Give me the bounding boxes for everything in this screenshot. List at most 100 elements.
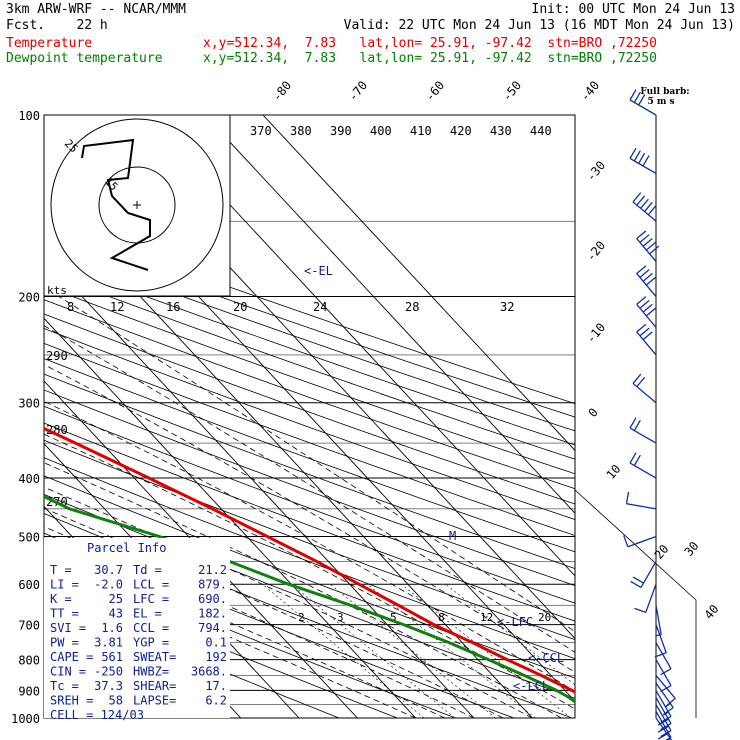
- moist-adiabat-line: [44, 557, 416, 718]
- parcel-value: 182.: [198, 607, 227, 621]
- dry-adiabat-line: [44, 389, 575, 587]
- theta-e-label: 24: [313, 300, 327, 314]
- hodograph-units: kts: [47, 284, 67, 297]
- pressure-tick-label: 600: [18, 578, 40, 592]
- isotherm-label: 10: [604, 462, 624, 482]
- mixing-ratio-label: 20: [538, 611, 551, 624]
- parcel-value: 58: [109, 694, 123, 708]
- model-title: 3km ARW-WRF -- NCAR/MMM: [6, 2, 186, 17]
- wind-barb: [655, 697, 672, 731]
- dry-adiabat-line: [44, 245, 575, 432]
- wind-barb: [634, 584, 657, 614]
- wind-barb: [630, 561, 657, 588]
- parcel-key: LI =: [50, 578, 79, 592]
- dewpoint-legend-info: x,y=512.34, 7.83 lat,lon= 25.91, -97.42 …: [203, 51, 657, 66]
- parcel-value: 3668.: [191, 665, 227, 679]
- lcl-marker: <-LCL: [513, 679, 549, 693]
- barb-legend-title: Full barb:: [640, 87, 689, 97]
- isotherm-label: -30: [584, 158, 609, 184]
- mixing-ratio-label: 3: [337, 611, 344, 624]
- isotherm-label: -80: [270, 78, 295, 104]
- isotherm-line: [44, 380, 358, 718]
- parcel-info-title: Parcel Info: [87, 541, 166, 555]
- ccl-marker: <-CCL: [528, 651, 564, 665]
- init-time: Init: 00 UTC Mon 24 Jun 13: [532, 2, 736, 17]
- pressure-tick-label: 200: [18, 291, 40, 305]
- isotherm-label: 30: [682, 539, 702, 559]
- dry-adiabat-line: [44, 232, 575, 418]
- parcel-key: CAPE =: [50, 650, 93, 664]
- parcel-key: HWBZ=: [133, 665, 169, 679]
- parcel-value: 192: [205, 650, 227, 664]
- parcel-key: LCL =: [133, 578, 169, 592]
- parcel-value: 690.: [198, 592, 227, 606]
- wind-barb: [629, 452, 657, 479]
- parcel-key: SREH =: [50, 694, 93, 708]
- wind-barb: [636, 265, 657, 297]
- parcel-key: TT =: [50, 607, 79, 621]
- theta-label: 370: [250, 124, 272, 138]
- parcel-key: T =: [50, 563, 72, 577]
- dry-adiabat-line: [44, 258, 575, 446]
- dry-adiabat-line: [44, 595, 341, 718]
- pressure-tick-label: 500: [18, 530, 40, 544]
- parcel-info-row: SVI = 1.6 CCL = 794.: [50, 621, 227, 635]
- theta-e-label: 12: [110, 300, 124, 314]
- parcel-info-row: CIN = -250 HWBZ= 3668.: [50, 665, 227, 679]
- theta-e-label: 16: [166, 300, 180, 314]
- dry-adiabat-line: [44, 285, 575, 475]
- dry-adiabat-line: [44, 405, 575, 604]
- isotherm-label: -20: [584, 238, 609, 264]
- wind-barb: [629, 89, 657, 116]
- lfc-marker: <-LFC: [497, 615, 533, 629]
- wind-barb: [636, 323, 657, 356]
- parcel-info-row: CELL = 124/03: [50, 708, 144, 722]
- dewpoint-profile: [44, 494, 575, 704]
- parcel-value: 1.6: [101, 621, 123, 635]
- wind-barb-column: Full barb: 5 m s: [623, 87, 690, 740]
- wind-barb: [636, 296, 657, 328]
- parcel-value: 6.2: [205, 694, 227, 708]
- wind-barb: [632, 192, 657, 222]
- temperature-profile: [44, 426, 575, 694]
- parcel-info-row: CAPE = 561 SWEAT= 192: [50, 650, 227, 664]
- barb-legend-units: 5 m s: [647, 97, 674, 107]
- wind-barb: [655, 704, 672, 738]
- isotherm-label: -60: [423, 78, 448, 104]
- dry-adiabat-line: [44, 439, 575, 641]
- theta-left-label: 290: [46, 349, 68, 363]
- hodograph: 25 15 kts: [43, 114, 231, 297]
- wind-barb: [654, 624, 667, 658]
- parcel-key: CCL =: [133, 621, 169, 635]
- wind-barb: [655, 605, 662, 637]
- theta-e-label: 20: [233, 300, 247, 314]
- parcel-value: 43: [109, 607, 123, 621]
- background-grid: [44, 115, 575, 718]
- parcel-key: LAPSE=: [133, 694, 176, 708]
- pressure-tick-label: 1000: [11, 712, 40, 726]
- parcel-value: 30.7: [94, 563, 123, 577]
- parcel-value: 879.: [198, 578, 227, 592]
- wind-barb: [655, 711, 672, 740]
- theta-e-label: 28: [405, 300, 419, 314]
- parcel-info-row: T = 30.7 Td = 21.2: [50, 563, 227, 577]
- isotherm-label: 40: [702, 602, 722, 622]
- theta-e-label: 32: [500, 300, 514, 314]
- parcel-key: Tc =: [50, 679, 79, 693]
- parcel-key: SWEAT=: [133, 650, 176, 664]
- temperature-legend-label: Temperature: [6, 36, 92, 51]
- parcel-value: 17.: [205, 679, 227, 693]
- parcel-info-row: LI = -2.0 LCL = 879.: [50, 578, 227, 592]
- pressure-tick-label: 400: [18, 472, 40, 486]
- wind-barb: [629, 417, 657, 444]
- parcel-info-row: PW = 3.81 YGP = 0.1: [50, 636, 227, 650]
- parcel-key: YGP =: [133, 636, 169, 650]
- parcel-info-row: TT = 43 EL = 182.: [50, 607, 227, 621]
- wind-barbs: [623, 89, 676, 740]
- dry-adiabat-line: [44, 358, 575, 553]
- parcel-info-panel: Parcel Info T = 30.7 Td = 21.2 LI = -2.0 LCL =…: [44, 538, 230, 722]
- parcel-info-row: K = 25 LFC = 690.: [50, 592, 227, 606]
- mixing-ratio-label: 12: [480, 611, 493, 624]
- theta-e-label: 8: [67, 300, 74, 314]
